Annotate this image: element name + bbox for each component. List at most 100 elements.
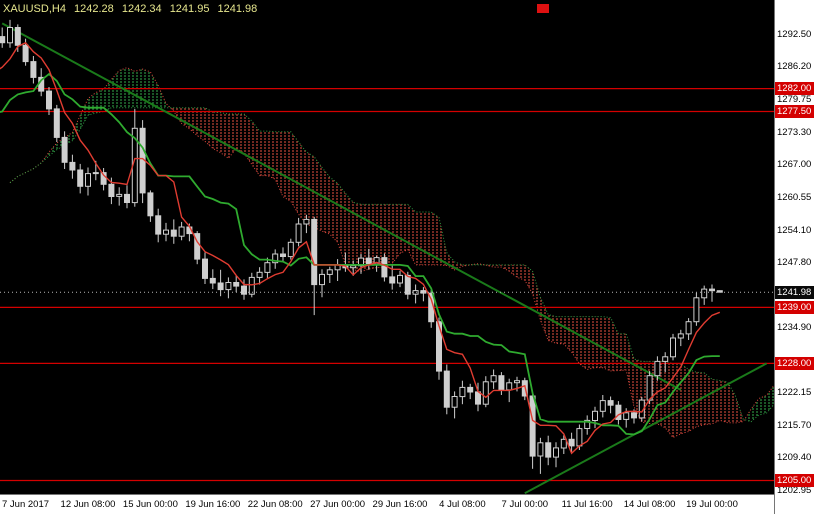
candle-body <box>0 36 6 44</box>
candle-body <box>85 173 91 187</box>
candle-body <box>623 412 630 420</box>
candle-body <box>701 288 708 299</box>
candle-body <box>412 290 419 295</box>
ichimoku-cloud <box>10 67 171 183</box>
candle-body <box>615 404 622 421</box>
candle-body <box>30 61 37 78</box>
candle-body <box>202 258 208 279</box>
candle-body <box>108 183 115 198</box>
candle-body <box>272 253 279 264</box>
ichimoku-cloud <box>744 385 774 422</box>
price-tick: 1222.15 <box>777 387 812 399</box>
candle-body <box>529 395 536 457</box>
candle-body <box>490 375 497 383</box>
candle-body <box>599 400 606 412</box>
price-line-badge: 1277.50 <box>775 104 814 118</box>
candle-body <box>311 218 318 286</box>
candle-body <box>155 215 162 235</box>
candle-body <box>709 288 715 292</box>
ohlc-info: XAUUSD,H4 1242.28 1242.34 1241.95 1241.9… <box>3 3 262 15</box>
candle-body <box>7 27 13 44</box>
trendline[interactable] <box>524 362 768 494</box>
time-label: 19 Jun 16:00 <box>185 499 241 510</box>
price-line-badge: 1282.00 <box>775 82 814 96</box>
candle-body <box>280 253 286 257</box>
time-label: 15 Jun 00:00 <box>122 499 178 510</box>
candle-body <box>677 333 684 339</box>
candle-body <box>319 273 325 286</box>
time-label: 4 Jul 08:00 <box>439 499 486 510</box>
time-label: 27 Jun 00:00 <box>310 499 366 510</box>
price-tick: 1273.30 <box>777 126 812 138</box>
candle-body <box>670 337 676 358</box>
candle-body <box>716 290 723 293</box>
candle-body <box>397 274 403 284</box>
candle-body <box>482 381 489 405</box>
time-label: 14 Jul 08:00 <box>623 499 676 510</box>
candle-body <box>592 410 598 421</box>
chart-plot-area[interactable]: XAUUSD,H4 1242.28 1242.34 1241.95 1241.9… <box>0 0 774 494</box>
candle-body <box>498 375 505 391</box>
candle-body <box>256 271 263 278</box>
candle-body <box>295 223 302 243</box>
ichimoku-cloud <box>170 107 471 272</box>
open-value: 1242.28 <box>74 3 114 15</box>
candle-body <box>467 386 474 393</box>
price-tick: 1247.80 <box>777 256 812 268</box>
candle-body <box>514 380 520 384</box>
candle-body <box>537 442 544 457</box>
candle-body <box>475 391 481 405</box>
price-tick: 1292.50 <box>777 29 812 41</box>
time-label: 29 Jun 16:00 <box>372 499 428 510</box>
price-tick: 1279.75 <box>777 94 812 106</box>
candle-body <box>287 241 294 258</box>
candle-body <box>14 27 21 46</box>
candle-body <box>607 400 614 406</box>
candle-body <box>209 277 216 284</box>
candle-body <box>69 161 76 171</box>
symbol-timeframe-label: XAUUSD,H4 <box>3 3 66 15</box>
candle-body <box>92 172 99 175</box>
trendline[interactable] <box>1 22 682 391</box>
price-tick: 1254.10 <box>777 224 812 236</box>
tenkan-sen-line <box>0 41 721 455</box>
candle-body <box>584 419 591 429</box>
price-tick: 1234.90 <box>777 322 812 334</box>
time-label: 7 Jul 00:00 <box>501 499 549 510</box>
price-axis[interactable]: 1292.50 1286.20 1279.75 1273.30 1267.00 1260.… <box>774 0 814 514</box>
time-label: 19 Jul 00:00 <box>686 499 738 510</box>
candle-body <box>545 442 552 458</box>
candle-body <box>459 386 466 398</box>
high-value: 1242.34 <box>121 3 162 15</box>
candle-body <box>389 276 396 284</box>
current-price-badge: 1241.98 <box>775 285 814 299</box>
candle-body <box>381 257 388 278</box>
time-axis[interactable]: 7 Jun 2017 12 Jun 08:00 15 Jun 00:00 19 Jun… <box>0 494 774 514</box>
time-label: 22 Jun 08:00 <box>247 499 303 510</box>
price-line-badge: 1205.00 <box>775 474 814 487</box>
candle-body <box>576 428 583 447</box>
time-label: 12 Jun 08:00 <box>60 499 116 510</box>
candle-body <box>662 356 669 362</box>
candle-body <box>116 193 123 197</box>
candle-body <box>233 282 240 287</box>
price-tick: 1260.55 <box>777 191 812 203</box>
ichimoku-cloud <box>485 264 745 438</box>
candle-body <box>241 285 247 295</box>
candle-body <box>350 265 357 269</box>
time-label: 7 Jun 2017 <box>2 499 50 510</box>
candle-body <box>303 218 310 225</box>
candle-body <box>264 262 271 273</box>
candle-body <box>163 229 169 235</box>
candlestick-chart[interactable] <box>0 0 774 494</box>
candle-body <box>420 290 427 294</box>
candle-body <box>326 269 333 275</box>
price-tick: 1202.95 <box>777 484 812 496</box>
candle-body <box>46 90 52 110</box>
candle-body <box>506 382 513 391</box>
close-value: 1241.98 <box>217 3 258 15</box>
candle-body <box>61 136 68 163</box>
candle-body <box>22 44 29 63</box>
price-tick: 1286.20 <box>777 61 812 73</box>
